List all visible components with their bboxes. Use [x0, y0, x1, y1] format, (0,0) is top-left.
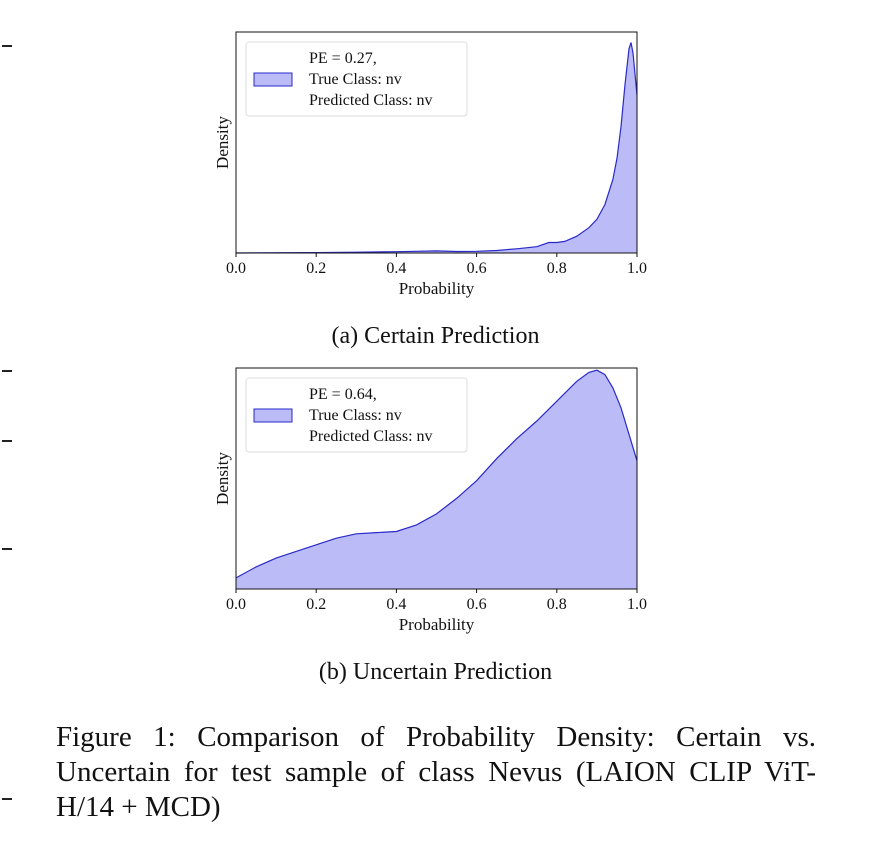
density-area — [236, 42, 637, 253]
legend-entry: PE = 0.27, — [309, 50, 377, 67]
x-tick-label: 1.0 — [627, 260, 647, 277]
density-area — [236, 370, 637, 589]
x-tick-label: 0.2 — [306, 260, 326, 277]
margin-mark — [2, 440, 12, 442]
x-axis-label: Probability — [399, 279, 475, 298]
x-tick-label: 0.4 — [386, 260, 406, 277]
legend-entry: True Class: nv — [309, 71, 402, 88]
left-margin-marks — [0, 0, 14, 856]
y-axis-label: Density — [213, 452, 232, 505]
density-line — [235, 42, 638, 254]
x-tick-label: 0.4 — [386, 596, 406, 613]
subcaption-b: (b) Uncertain Prediction — [318, 659, 553, 685]
x-axis-label: Probability — [399, 615, 475, 634]
x-tick-label: 0.0 — [226, 596, 246, 613]
legend-swatch — [253, 72, 293, 87]
margin-mark — [2, 548, 12, 550]
chart-a: 0.0 0.2 0.4 0.6 0.8 1.0 Probability Density PE =… — [213, 31, 647, 298]
chart-b: 0.0 0.2 0.4 0.6 0.8 1.0 Probability Density PE =… — [213, 367, 647, 634]
legend-entry: Predicted Class: nv — [309, 92, 433, 109]
legend-box — [245, 377, 468, 453]
x-tick-label: 0.0 — [226, 260, 246, 277]
margin-mark — [2, 45, 12, 47]
plot-frame — [235, 367, 638, 590]
subcaption-a: (a) Certain Prediction — [331, 323, 540, 349]
legend: PE = 0.27, True Class: nv Predicted Class:… — [245, 41, 468, 117]
margin-mark — [2, 370, 12, 372]
legend-box — [245, 41, 468, 117]
x-tick-label: 0.2 — [306, 596, 326, 613]
plot-frame — [235, 31, 638, 254]
legend-swatch — [253, 408, 293, 423]
legend-entry: True Class: nv — [309, 407, 402, 424]
x-tick-label: 0.6 — [467, 596, 487, 613]
margin-mark — [2, 798, 12, 800]
density-line — [235, 369, 638, 579]
figure-caption: Figure 1: Comparison of Probability Dens… — [56, 721, 816, 823]
legend-entry: Predicted Class: nv — [309, 428, 433, 445]
legend-entry: PE = 0.64, — [309, 386, 377, 403]
x-tick-label: 0.8 — [547, 596, 567, 613]
x-tick-label: 1.0 — [627, 596, 647, 613]
x-tick-label: 0.6 — [467, 260, 487, 277]
legend: PE = 0.64, True Class: nv Predicted Class:… — [245, 377, 468, 453]
y-axis-label: Density — [213, 116, 232, 169]
x-tick-label: 0.8 — [547, 260, 567, 277]
